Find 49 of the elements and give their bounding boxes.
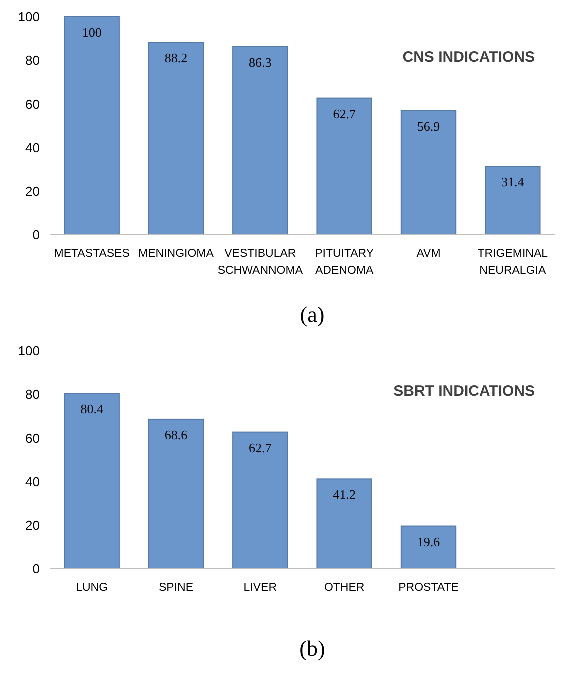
y-tick-label: 40 [26, 474, 40, 490]
data-label: 86.3 [249, 54, 272, 70]
text: SBRT INDICATIONS [394, 383, 535, 400]
x-tick-label: TRIGEMINAL NEURALGIA [478, 248, 549, 277]
y-tick-label: 0 [32, 228, 40, 243]
y-tick-label: 20 [26, 518, 40, 533]
x-tick-label: SPINE [158, 582, 194, 594]
bar [232, 46, 288, 236]
data-label: 68.6 [164, 427, 188, 442]
bar [316, 98, 372, 236]
y-tick-label: 100 [18, 344, 40, 359]
data-label: 100 [82, 25, 102, 40]
y-tick-label: 0 [32, 562, 40, 577]
y-tick-label: 80 [26, 53, 40, 68]
bar [64, 393, 120, 570]
x-tick-label: LIVER [244, 582, 278, 594]
bar [64, 16, 120, 236]
data-label: 56.9 [417, 118, 440, 134]
x-tick-label: VESTIBULAR SCHWANNOMA [218, 248, 304, 277]
x-tick-label: OTHER [324, 582, 365, 594]
bar [316, 478, 372, 570]
x-tick-label: LUNG [76, 582, 108, 594]
y-tick-label: 60 [26, 430, 40, 446]
data-label: 62.7 [333, 106, 356, 122]
data-label: 31.4 [502, 174, 525, 190]
y-tick-label: 40 [26, 140, 40, 156]
y-tick-label: 60 [26, 96, 40, 112]
x-tick-label: PROSTATE [398, 582, 460, 594]
bar [148, 42, 204, 236]
x-tick-label: PITUITARY ADENOMA [315, 248, 374, 277]
text: CNS INDICATIONS [402, 49, 535, 66]
bar [148, 418, 204, 570]
x-tick-label: METASTASES [54, 248, 130, 260]
bar [400, 526, 457, 570]
x-tick-label: AVM [416, 248, 441, 260]
bar [232, 432, 288, 570]
x-axis-title: (a) [300, 302, 325, 327]
y-tick-label: 80 [26, 387, 40, 402]
data-label: 80.4 [80, 402, 104, 417]
data-label: 88.2 [164, 50, 188, 66]
data-label: 41.2 [333, 487, 356, 502]
x-axis-title: (b) [300, 636, 326, 661]
bar [485, 166, 541, 236]
x-tick-label: MENINGIOMA [138, 248, 214, 260]
y-tick-label: 20 [26, 184, 40, 199]
bar [400, 110, 457, 236]
data-label: 19.6 [417, 534, 441, 550]
y-tick-label: 100 [18, 10, 40, 25]
data-label: 62.7 [249, 440, 272, 456]
